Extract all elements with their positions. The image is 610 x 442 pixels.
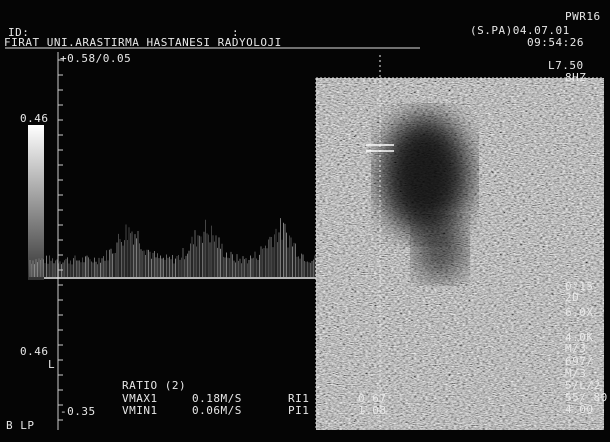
measure-cell: PI1 [288,404,309,417]
mode: PWR16 [565,10,601,23]
velocity-top: 0.46 [20,112,49,125]
setting: 4.00 [565,403,594,416]
measure-title: RATIO (2) [122,379,186,392]
gray-scale-bar [28,125,44,280]
bmode-image [316,55,604,430]
institution: FIRAT UNI.ARASTIRMA HASTANESI RADYOLOJI [4,36,282,49]
measure-cell: 1.08 [358,404,387,417]
setting: 6.0X [565,306,594,319]
scale-top: +0.58/0.05 [60,52,131,65]
time: 09:54:26 [527,36,584,49]
ultrasound-screen: ID: : PWR16 (S.PA)04.07.01 FIRAT UNI.ARA… [0,0,610,442]
velocity-bottom: 0.46 [20,345,49,358]
setting: M/3 [565,342,586,355]
freq-label: 8HZ [565,71,586,84]
measure-cell: VMIN1 [122,404,158,417]
mode-label: B LP [6,419,35,432]
scale-bottom: -0.35 [60,405,96,418]
setting: 2D [565,291,579,304]
marker: L [48,358,55,371]
measure-cell: 0.06M/S [192,404,242,417]
